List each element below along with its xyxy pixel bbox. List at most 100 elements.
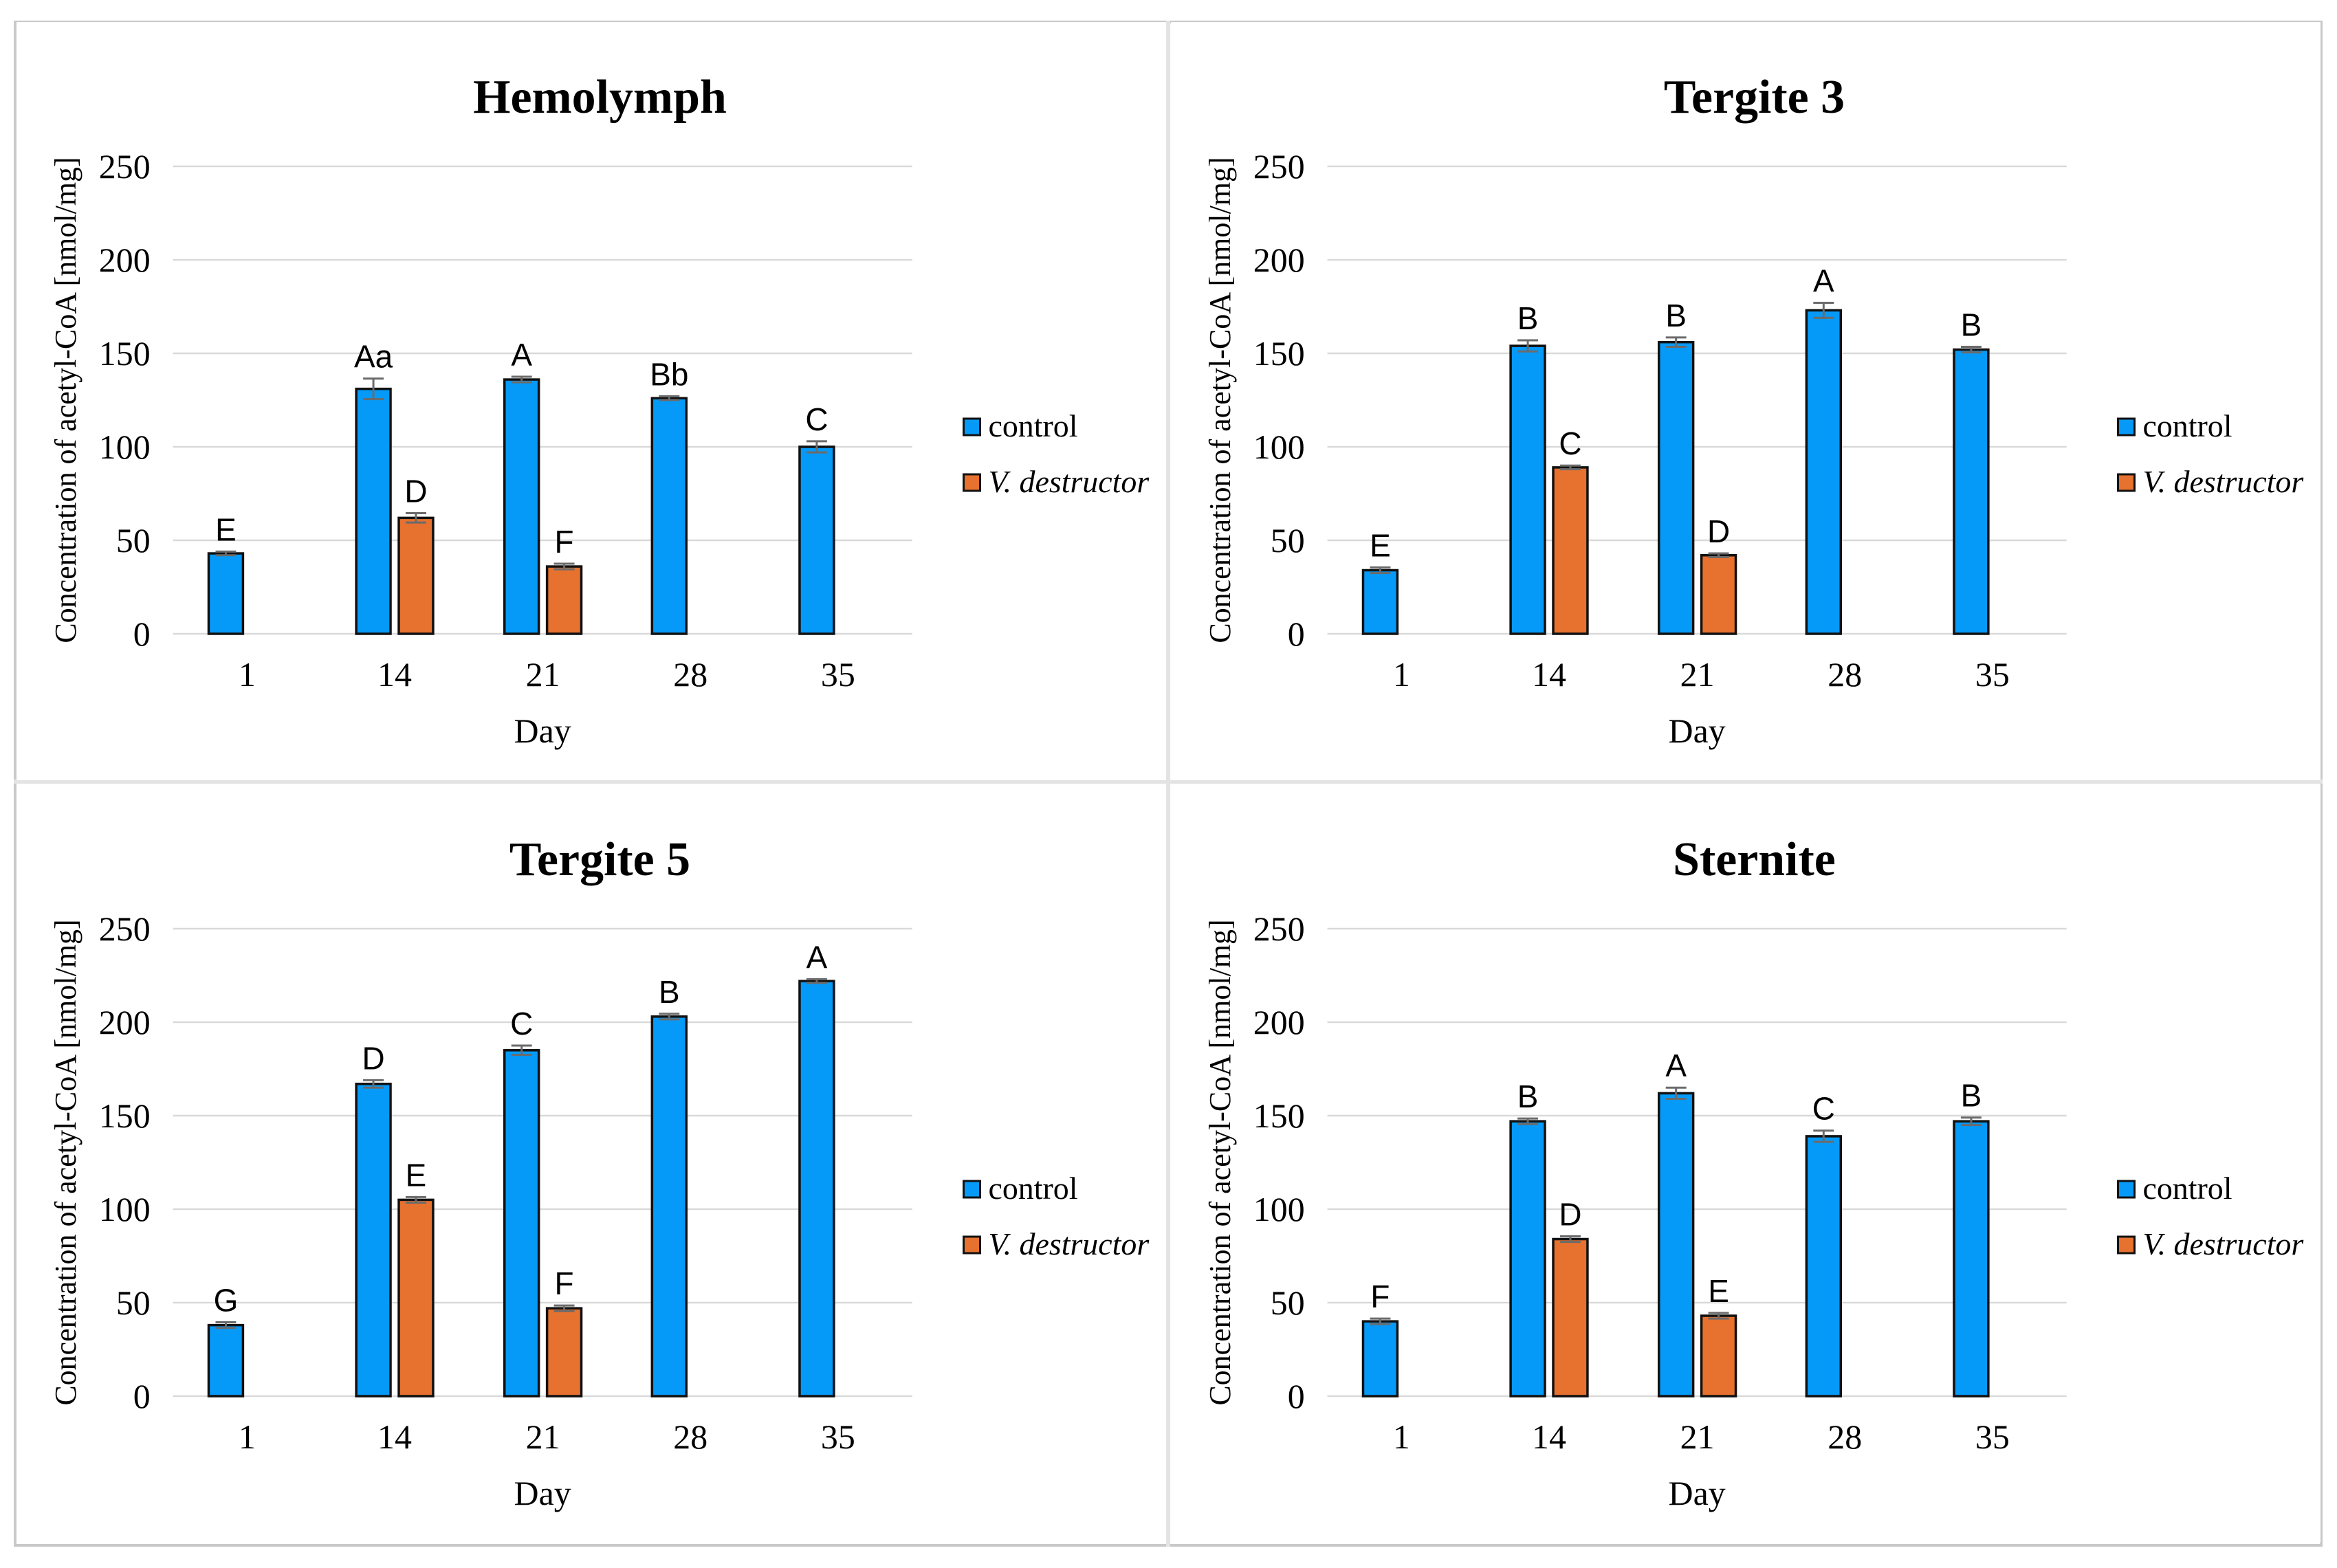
x-tick-label-day-14: 14 xyxy=(377,655,412,694)
y-tick-label-0: 0 xyxy=(133,615,151,653)
sig-letter-control-day-1: E xyxy=(215,511,237,547)
y-tick-label-50: 50 xyxy=(1271,1283,1305,1322)
bar-control-day-35 xyxy=(798,445,835,635)
error-bar-control-day-21 xyxy=(1665,1086,1687,1101)
error-bar-control-day-21 xyxy=(1665,336,1687,348)
chart-panel-tergite-3: 0 50 100 150 200 250 Tergite 3 Concentration of… xyxy=(1171,22,2320,780)
sig-letter-control-day-28: B xyxy=(659,974,680,1010)
bar-control-day-1 xyxy=(207,552,245,635)
y-tick-label-150: 150 xyxy=(99,334,151,373)
x-tick-label-day-1: 1 xyxy=(1393,1417,1410,1456)
x-axis-title: Day xyxy=(1669,711,1726,750)
error-bar-control-day-1 xyxy=(215,550,237,557)
error-bar-control-day-14 xyxy=(1517,339,1539,353)
x-tick-label-day-35: 35 xyxy=(821,655,855,694)
x-tick-label-day-21: 21 xyxy=(1680,655,1715,694)
error-bar-v-destructor-day-14 xyxy=(405,1195,426,1204)
chart-title: Hemolymph xyxy=(473,71,727,124)
legend-swatch-v-destructor xyxy=(2117,1235,2136,1255)
legend-entry-control: control xyxy=(2117,408,2232,443)
bar-v-destructor-day-14 xyxy=(1552,1237,1589,1398)
sig-letter-v-destructor-day-14: D xyxy=(404,474,427,509)
panel-divider-horizontal xyxy=(14,780,2323,784)
error-bar-control-day-14 xyxy=(363,377,384,401)
y-tick-label-50: 50 xyxy=(116,1283,151,1322)
legend-label-control: control xyxy=(988,1171,1077,1206)
y-tick-label-200: 200 xyxy=(99,1003,151,1041)
sig-letter-v-destructor-day-14: E xyxy=(406,1157,427,1193)
legend-entry-v-destructor: V. destructor xyxy=(963,1226,1150,1261)
error-bar-control-day-14 xyxy=(1517,1117,1539,1125)
legend-label-control: control xyxy=(2142,1171,2232,1206)
y-tick-label-200: 200 xyxy=(1253,1003,1305,1041)
error-bar-control-day-28 xyxy=(1813,1129,1834,1143)
bar-control-day-14 xyxy=(355,387,392,635)
chart-svg-tergite-3: 0 50 100 150 200 250 Tergite 3 Concentration of… xyxy=(1203,71,2304,750)
bar-v-destructor-day-21 xyxy=(545,565,583,635)
legend-label-control: control xyxy=(988,408,1077,443)
chart-svg-hemolymph: 0 50 100 150 200 250 Hemolymph Concentration of… xyxy=(49,71,1150,750)
sig-letter-control-day-1: F xyxy=(1370,1279,1390,1314)
chart-title: Tergite 3 xyxy=(1664,71,1845,124)
sig-letter-v-destructor-day-21: D xyxy=(1707,514,1730,549)
sig-letter-control-day-14: B xyxy=(1517,1079,1539,1114)
error-bar-control-day-1 xyxy=(215,1321,237,1329)
y-axis-title: Concentration of acetyl-CoA [nmol/mg] xyxy=(49,919,83,1405)
legend-swatch-v-destructor xyxy=(2117,473,2136,492)
error-bar-v-destructor-day-14 xyxy=(1559,1235,1581,1244)
panel-divider-vertical xyxy=(1166,21,1170,1547)
sig-letter-control-day-35: B xyxy=(1961,307,1982,342)
y-tick-label-0: 0 xyxy=(1288,1377,1305,1415)
chart-panel-tergite-5: 0 50 100 150 200 250 Tergite 5 Concentration of… xyxy=(17,784,1166,1543)
sig-letter-control-day-21: B xyxy=(1665,298,1687,333)
x-tick-label-day-35: 35 xyxy=(1975,655,2010,694)
error-bar-control-day-1 xyxy=(1370,1317,1391,1325)
y-tick-label-100: 100 xyxy=(1253,1190,1305,1228)
sig-letter-control-day-14: B xyxy=(1517,300,1539,336)
x-tick-label-day-1: 1 xyxy=(239,1417,256,1456)
chart-title: Sternite xyxy=(1673,833,1836,886)
bar-control-day-1 xyxy=(1361,568,1399,635)
legend-label-control: control xyxy=(2142,408,2232,443)
bar-control-day-14 xyxy=(1509,1120,1546,1398)
bar-control-day-28 xyxy=(1805,309,1842,635)
bar-control-day-14 xyxy=(355,1083,392,1398)
legend-entry-v-destructor: V. destructor xyxy=(2117,464,2304,499)
sig-letter-control-day-14: D xyxy=(362,1040,384,1076)
x-tick-label-day-21: 21 xyxy=(1680,1417,1715,1456)
bar-v-destructor-day-14 xyxy=(1552,466,1589,635)
legend-entry-v-destructor: V. destructor xyxy=(963,464,1150,499)
x-tick-label-day-1: 1 xyxy=(239,655,256,694)
error-bar-v-destructor-day-21 xyxy=(1708,552,1729,558)
bar-v-destructor-day-21 xyxy=(1700,1314,1737,1398)
error-bar-control-day-35 xyxy=(1960,345,1982,354)
legend-entry-control: control xyxy=(2117,1171,2232,1206)
x-tick-label-day-35: 35 xyxy=(821,1417,855,1456)
sig-letter-v-destructor-day-21: F xyxy=(555,524,574,560)
x-tick-label-day-21: 21 xyxy=(526,655,560,694)
bar-control-day-21 xyxy=(1657,1092,1695,1398)
y-tick-label-150: 150 xyxy=(99,1096,151,1135)
legend-swatch-v-destructor xyxy=(963,473,981,492)
chart-title: Tergite 5 xyxy=(509,833,690,886)
chart-svg-tergite-5: 0 50 100 150 200 250 Tergite 5 Concentration of… xyxy=(49,833,1150,1512)
legend-entry-v-destructor: V. destructor xyxy=(2117,1226,2304,1261)
y-tick-label-250: 250 xyxy=(99,147,151,186)
chart-panel-hemolymph: 0 50 100 150 200 250 Hemolymph Concentration of… xyxy=(17,22,1166,780)
y-tick-label-50: 50 xyxy=(1271,521,1305,560)
y-tick-label-50: 50 xyxy=(116,521,151,560)
sig-letter-control-day-21: A xyxy=(511,337,532,373)
error-bar-control-day-28 xyxy=(1813,302,1834,319)
bar-v-destructor-day-14 xyxy=(397,516,435,635)
legend-label-v-destructor: V. destructor xyxy=(2142,464,2304,499)
x-tick-label-day-28: 28 xyxy=(1828,1417,1862,1456)
y-tick-label-100: 100 xyxy=(99,1190,151,1228)
sig-letter-control-day-28: Bb xyxy=(650,357,688,393)
legend-swatch-v-destructor xyxy=(963,1235,981,1255)
chart-svg-sternite: 0 50 100 150 200 250 Sternite Concentration of … xyxy=(1203,833,2304,1512)
error-bar-v-destructor-day-14 xyxy=(405,512,426,524)
error-bar-control-day-35 xyxy=(806,440,827,454)
legend-swatch-control xyxy=(963,417,981,437)
error-bar-control-day-1 xyxy=(1370,566,1391,575)
bar-v-destructor-day-21 xyxy=(545,1307,583,1398)
